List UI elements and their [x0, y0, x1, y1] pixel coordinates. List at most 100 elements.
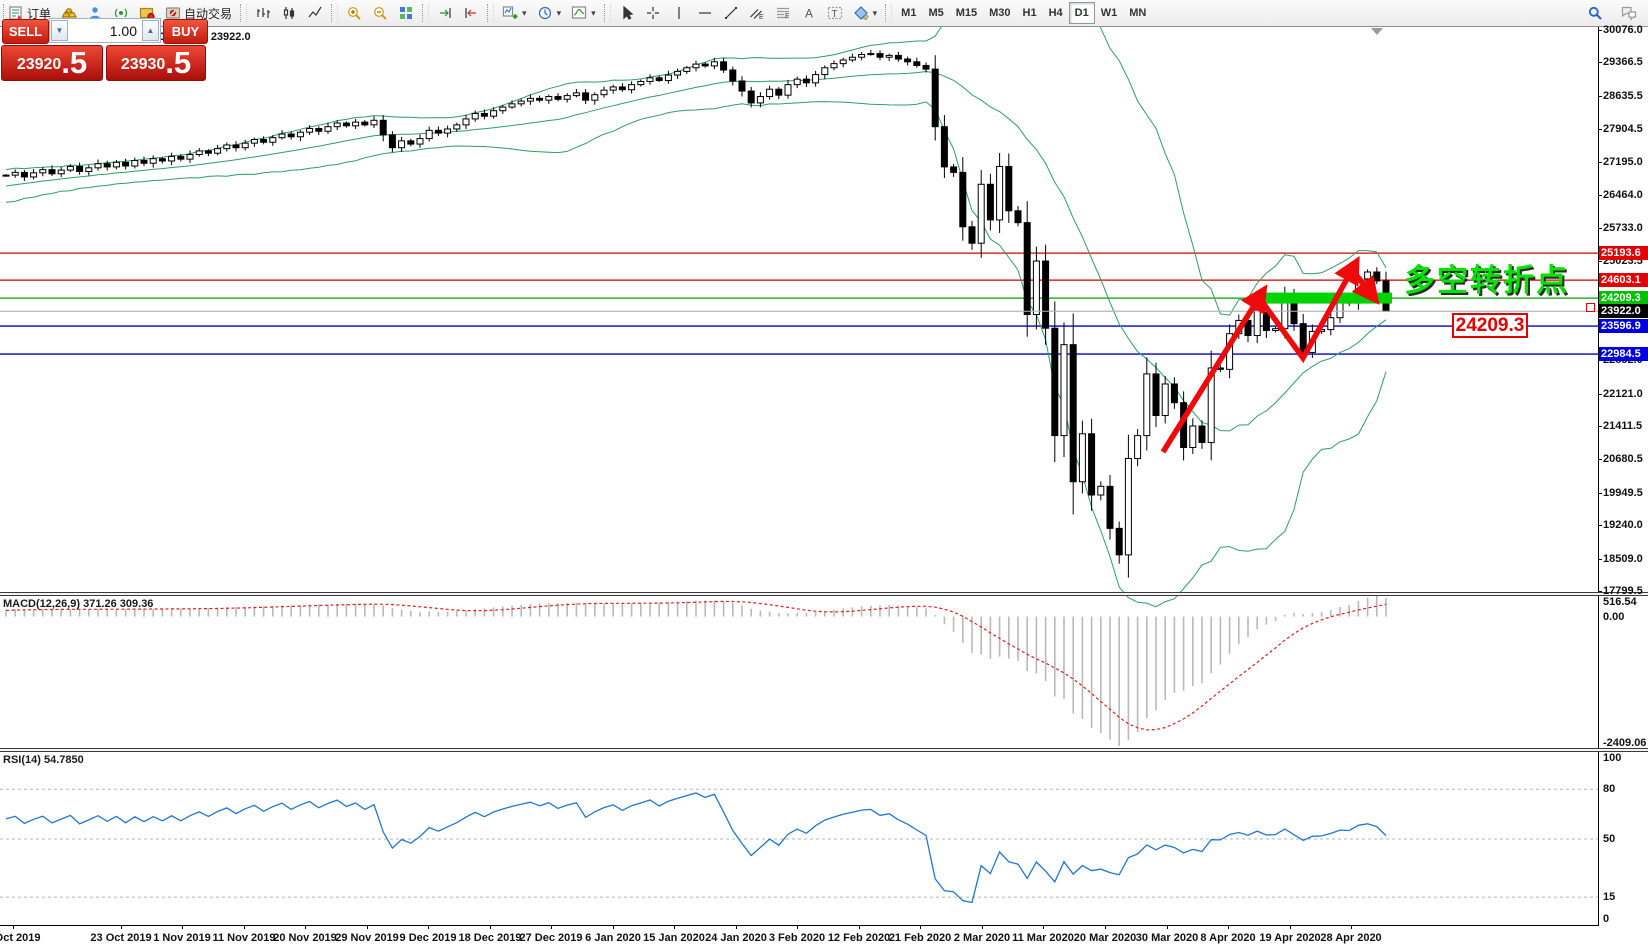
sell-price-display[interactable]: 23920.5 [1, 45, 103, 81]
timeframe-h1-button[interactable]: H1 [1022, 7, 1037, 19]
date-tick-mark [121, 925, 122, 929]
annotation-price-box[interactable]: 24209.3 [1452, 313, 1528, 339]
date-tick-label: 4 Oct 2019 [0, 932, 41, 944]
candle-body [407, 140, 415, 145]
toolbar-group-grip[interactable] [487, 4, 495, 22]
buy-button[interactable]: BUY [163, 19, 208, 44]
timeframe-m30-button[interactable]: M30 [989, 7, 1011, 19]
bar-chart-button[interactable] [250, 1, 276, 25]
candle-body [968, 226, 976, 244]
timeframe-mn-button[interactable]: MN [1129, 7, 1147, 19]
price-tick-label: 19949.5 [1603, 486, 1643, 499]
candle-body [1299, 323, 1307, 353]
dropdown-caret-icon[interactable]: ▾ [872, 7, 878, 18]
price-tick-label: 17799.5 [1603, 585, 1643, 597]
chart-window[interactable]: ▲DJ30-,Daily 24583.0 24788.0 23922.0 239… [0, 24, 1648, 949]
trend-arrow[interactable] [1351, 274, 1380, 305]
new-chart-button[interactable]: ▾ [497, 1, 532, 25]
macd-pane-separator[interactable] [0, 592, 1648, 596]
candle-body [894, 54, 902, 60]
horizontal-line-button[interactable] [692, 1, 718, 25]
trendline-button[interactable] [718, 1, 744, 25]
date-tick-mark [551, 925, 552, 929]
candle-body [112, 161, 120, 168]
deposit-button[interactable] [56, 1, 82, 25]
svg-text:E: E [759, 14, 764, 21]
candle-body [20, 171, 28, 178]
signals-button[interactable] [108, 1, 134, 25]
chart-shift-button[interactable] [432, 1, 458, 25]
timeframe-h4-button[interactable]: H4 [1048, 7, 1063, 19]
text-button[interactable]: A [796, 1, 822, 25]
search-button[interactable] [1582, 1, 1608, 25]
rsi-indicator-label: RSI(14) 54.7850 [3, 754, 84, 766]
volume-value[interactable]: 1.00 [109, 22, 137, 39]
timeframe-m15-button[interactable]: M15 [955, 7, 978, 19]
volume-decrease-icon[interactable]: ▼ [51, 20, 68, 41]
candle-body [306, 128, 314, 133]
dropdown-caret-icon[interactable]: ▾ [522, 7, 527, 18]
text-label-button[interactable]: T [822, 1, 848, 25]
shapes-button[interactable]: ▾ [848, 1, 883, 25]
chat-icon [1621, 5, 1637, 21]
toolbar-group-grip[interactable] [603, 4, 611, 22]
candle-body [1051, 327, 1059, 437]
auto-scroll-button[interactable] [458, 1, 484, 25]
candle-body [1327, 317, 1335, 331]
toolbar-group-grip[interactable] [422, 4, 430, 22]
timeframe-d1-button[interactable]: D1 [1068, 2, 1095, 24]
volume-stepper[interactable]: ▼ 1.00 ▲ [49, 18, 161, 43]
date-tick-label: 18 Dec 2019 [458, 932, 522, 944]
annotation-turning-point[interactable]: 多空转折点 [1404, 263, 1569, 298]
trend-arrow[interactable] [1260, 255, 1360, 364]
date-tick-label: 20 Mar 2020 [1073, 932, 1137, 944]
price-badge-24209.3: 24209.3 [1599, 291, 1648, 306]
indicators-button[interactable]: ▾ [566, 1, 601, 25]
timeframe-m1-button[interactable]: M1 [901, 7, 917, 19]
rsi-pane-separator[interactable] [0, 748, 1648, 752]
dropdown-caret-icon[interactable]: ▾ [556, 7, 562, 18]
zoom-out-button[interactable] [367, 1, 393, 25]
toolbar-group-grip[interactable] [885, 4, 893, 22]
tile-windows-button[interactable] [393, 1, 419, 25]
text-label-icon: T [827, 5, 843, 21]
periods-button[interactable]: ▾ [532, 1, 567, 25]
price-badge-23922.0: 23922.0 [1599, 304, 1648, 319]
chart-shift-marker-icon[interactable] [1371, 28, 1383, 35]
rsi-axis-label: 100 [1603, 752, 1622, 764]
date-tick-mark [490, 925, 491, 929]
candle-body [940, 126, 948, 168]
toolbar-group-grip[interactable] [331, 4, 339, 22]
candle-body [609, 86, 617, 91]
candle-body [1364, 271, 1372, 280]
candle-body [223, 144, 231, 150]
community-button[interactable] [82, 1, 108, 25]
channel-button[interactable]: E [744, 1, 770, 25]
fibonacci-button[interactable]: F [770, 1, 796, 25]
chart-canvas[interactable] [0, 27, 1648, 925]
cursor-button[interactable] [614, 1, 640, 25]
volume-increase-icon[interactable]: ▲ [142, 20, 159, 41]
autotrading-button[interactable]: 自动交易 [160, 1, 237, 25]
sell-button[interactable]: SELL [2, 19, 49, 44]
vertical-line-button[interactable] [666, 1, 692, 25]
dropdown-caret-icon[interactable]: ▾ [591, 7, 596, 18]
svg-text:T: T [831, 9, 837, 20]
timeframe-m5-button[interactable]: M5 [928, 7, 944, 19]
candlestick-button[interactable] [276, 1, 302, 25]
buy-price-display[interactable]: 23930.5 [106, 45, 206, 81]
crosshair-button[interactable] [640, 1, 666, 25]
date-tick-mark [1228, 925, 1229, 929]
hline-selection-handle[interactable] [1586, 303, 1595, 313]
chat-button[interactable] [1616, 1, 1642, 25]
date-tick-label: 2 Mar 2020 [953, 932, 1011, 944]
timeframe-w1-button[interactable]: W1 [1100, 7, 1118, 19]
trend-arrow[interactable] [1160, 284, 1268, 454]
candle-body [490, 110, 498, 117]
candle-body [1373, 271, 1381, 282]
green-highlight-bar[interactable] [1259, 292, 1392, 304]
zoom-in-button[interactable] [341, 1, 367, 25]
price-tick-mark [1598, 30, 1602, 31]
toolbar-group-grip[interactable] [240, 4, 248, 22]
line-chart-button[interactable] [302, 1, 328, 25]
